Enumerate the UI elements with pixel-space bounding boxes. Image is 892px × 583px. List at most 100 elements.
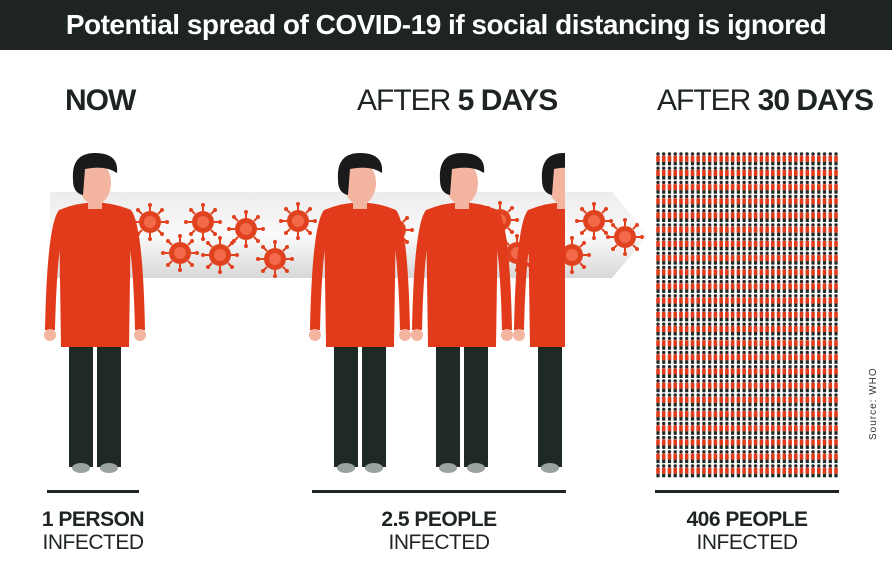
mini-person-icon [771, 336, 775, 350]
mini-person-icon [759, 180, 764, 194]
mini-person-icon [736, 265, 741, 279]
mini-person-icon [822, 265, 827, 279]
mini-person-icon [782, 223, 787, 237]
mini-person-icon [776, 265, 781, 279]
mini-person-icon [759, 336, 764, 350]
mini-person-icon [771, 152, 775, 166]
mini-person-icon [776, 322, 781, 336]
mini-person-icon [702, 379, 706, 393]
mini-person-icon [707, 209, 712, 222]
mini-person-icon [834, 450, 838, 464]
mini-person-icon [788, 407, 792, 421]
count-5-days: 2.5 PEOPLE INFECTED [381, 508, 497, 554]
mini-person-icon [684, 365, 689, 378]
mini-person-icon [684, 407, 689, 421]
mini-person-icon [811, 336, 815, 350]
mini-person-icon [811, 209, 815, 222]
mini-person-icon [834, 209, 838, 222]
mini-person-icon [690, 152, 695, 166]
mini-person-icon [799, 435, 804, 449]
mini-person-icon [748, 294, 752, 308]
mini-person-icon [799, 251, 804, 265]
mini-person-icon [817, 435, 821, 449]
mini-person-icon [667, 464, 672, 478]
mini-person-icon [730, 322, 735, 336]
mini-person-icon [799, 407, 804, 421]
mini-person-icon [748, 365, 752, 378]
mini-person-icon [656, 308, 660, 322]
mini-person-icon [736, 180, 741, 194]
mini-person-icon [725, 350, 729, 364]
divider-line [655, 490, 839, 493]
mini-person-icon [817, 180, 821, 194]
mini-person-icon [730, 350, 735, 364]
mini-person-icon [679, 322, 683, 336]
mini-person-icon [817, 152, 821, 166]
mini-person-icon [656, 279, 660, 293]
count-30-days: 406 PEOPLE INFECTED [686, 508, 808, 554]
mini-person-icon [656, 407, 660, 421]
mini-person-icon [679, 152, 683, 166]
mini-person-icon [707, 223, 712, 237]
mini-person-icon [713, 421, 718, 435]
mini-person-icon [661, 237, 666, 251]
mini-person-icon [828, 435, 833, 449]
mini-person-icon [667, 265, 672, 279]
mini-person-icon [799, 166, 804, 180]
mini-person-icon [765, 379, 769, 393]
mini-person-icon [696, 365, 700, 378]
mini-person-icon [799, 265, 804, 279]
mini-person-icon [702, 166, 706, 180]
mini-person-icon [713, 223, 718, 237]
mini-person-icon [817, 294, 821, 308]
mini-person-icon [667, 279, 672, 293]
mini-person-icon [788, 421, 792, 435]
mini-person-icon [736, 152, 741, 166]
mini-person-icon [679, 166, 683, 180]
mini-person-icon [742, 279, 746, 293]
mini-person-icon [753, 350, 758, 364]
mini-person-icon [696, 166, 700, 180]
mini-person-icon [776, 365, 781, 378]
mini-person-icon [748, 209, 752, 222]
mini-person-icon [742, 237, 746, 251]
mini-person-icon [690, 336, 695, 350]
mini-person-icon [794, 209, 798, 222]
mini-person-icon [736, 322, 741, 336]
mini-person-icon [707, 265, 712, 279]
mini-person-icon [673, 194, 677, 208]
mini-person-icon [725, 322, 729, 336]
mini-person-icon [690, 166, 695, 180]
mini-person-icon [753, 308, 758, 322]
mini-person-icon [822, 464, 827, 478]
mini-person-icon [817, 464, 821, 478]
mini-person-icon [759, 464, 764, 478]
mini-person-icon [805, 464, 810, 478]
mini-person-icon [679, 350, 683, 364]
mini-person-icon [753, 223, 758, 237]
mini-person-icon [690, 180, 695, 194]
mini-person-icon [679, 265, 683, 279]
mini-person-icon [765, 279, 769, 293]
mini-person-icon [776, 450, 781, 464]
mini-person-icon [696, 180, 700, 194]
mini-person-icon [776, 379, 781, 393]
mini-person-icon [684, 152, 689, 166]
mini-person-icon [696, 393, 700, 407]
mini-person-icon [788, 294, 792, 308]
mini-person-icon [799, 152, 804, 166]
mini-person-icon [805, 166, 810, 180]
mini-person-icon [684, 251, 689, 265]
mini-person-icon [696, 407, 700, 421]
mini-person-icon [817, 365, 821, 378]
mini-person-icon [690, 223, 695, 237]
mini-person-icon [834, 365, 838, 378]
mini-person-icon [748, 464, 752, 478]
mini-person-icon [667, 209, 672, 222]
mini-person-icon [684, 294, 689, 308]
mini-person-icon [822, 194, 827, 208]
mini-person-icon [707, 166, 712, 180]
mini-person-icon [817, 350, 821, 364]
mini-person-icon [730, 464, 735, 478]
mini-person-icon [690, 450, 695, 464]
